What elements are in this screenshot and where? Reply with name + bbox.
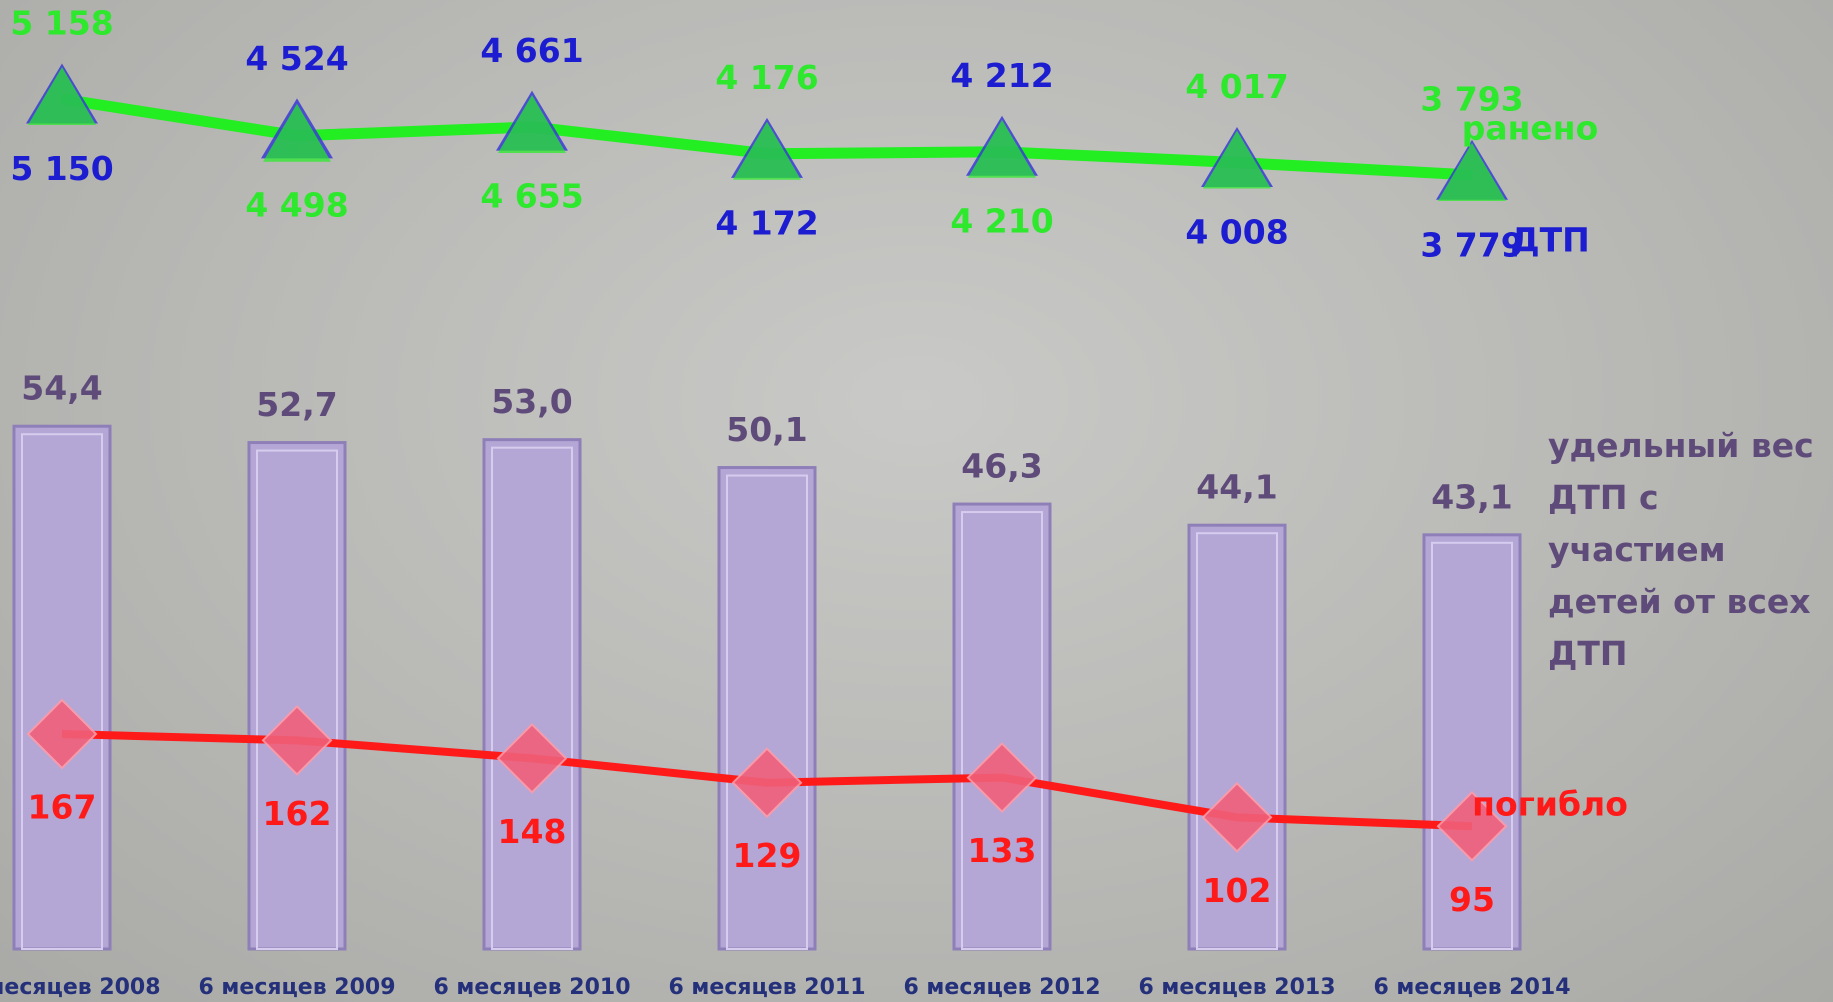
injured-label: 4 017 (1185, 67, 1288, 106)
injured-label: 4 176 (715, 58, 818, 97)
injured-marker (498, 95, 566, 154)
bar-legend: удельный вес ДТП с участием детей от все… (1548, 426, 1814, 673)
death-marker (26, 698, 98, 770)
x-label: 6 месяцев 2011 (668, 975, 865, 1000)
injured-marker (263, 103, 331, 162)
death-marker (966, 742, 1038, 814)
death-marker (1436, 790, 1508, 862)
bar-label: 50,1 (726, 410, 807, 449)
death-marker (496, 722, 568, 794)
bar (247, 441, 347, 951)
bar-label: 52,7 (256, 385, 337, 424)
injured-marker (1203, 130, 1271, 189)
injured-label: 4 498 (245, 185, 348, 224)
bar (952, 502, 1052, 951)
injured-marker (1438, 143, 1506, 202)
x-label: 6 месяцев 2010 (433, 975, 630, 1000)
dtp-label: 4 172 (715, 203, 818, 242)
bar-shine (491, 446, 573, 950)
injured-marker (28, 67, 96, 125)
bar-label: 44,1 (1196, 468, 1277, 507)
bar-shine (1196, 532, 1278, 950)
bar (1187, 523, 1287, 951)
bar (482, 438, 582, 951)
injured-marker (968, 119, 1036, 178)
x-label: 6 месяцев 2008 (0, 975, 161, 1000)
bar-shine (961, 511, 1043, 950)
dtp-label: 4 008 (1185, 213, 1288, 252)
dtp-label: 5 150 (10, 149, 113, 188)
bar (717, 466, 817, 951)
death-marker (731, 747, 803, 819)
bar-label: 54,4 (21, 369, 102, 408)
dtp-legend: ДТП (1510, 221, 1590, 260)
x-label: 6 месяцев 2013 (1138, 975, 1335, 1000)
injured-legend: ранено (1462, 109, 1599, 148)
bar-label: 53,0 (491, 382, 572, 421)
x-label: 6 месяцев 2009 (198, 975, 395, 1000)
death-marker (1201, 781, 1273, 853)
bar-label: 43,1 (1431, 477, 1512, 516)
death-label: 148 (498, 812, 567, 851)
death-label: 162 (263, 794, 332, 833)
bar-shine (1431, 541, 1513, 951)
death-label: 133 (968, 831, 1037, 870)
injured-label: 5 158 (10, 4, 113, 43)
x-label: 6 месяцев 2012 (903, 975, 1100, 1000)
injured-marker (733, 121, 801, 180)
bar-shine (726, 474, 808, 950)
bar (12, 424, 112, 951)
dtp-label: 3 779 (1420, 225, 1523, 264)
x-label: 6 месяцев 2014 (1373, 975, 1570, 1000)
dtp-label: 4 212 (950, 56, 1053, 95)
injured-label: 3 793 (1420, 80, 1523, 119)
bar-label: 46,3 (961, 447, 1042, 486)
injured-label: 4 655 (480, 177, 583, 216)
death-label: 167 (28, 788, 97, 827)
death-legend: погибло (1472, 785, 1628, 824)
bar-shine (256, 449, 338, 950)
dtp-label: 4 524 (245, 39, 348, 78)
death-marker (261, 704, 333, 776)
injured-label: 4 210 (950, 201, 1053, 240)
death-label: 129 (733, 836, 802, 875)
death-label: 102 (1203, 871, 1272, 910)
death-label: 95 (1449, 880, 1495, 919)
dtp-label: 4 661 (480, 31, 583, 70)
bar-shine (21, 433, 103, 950)
